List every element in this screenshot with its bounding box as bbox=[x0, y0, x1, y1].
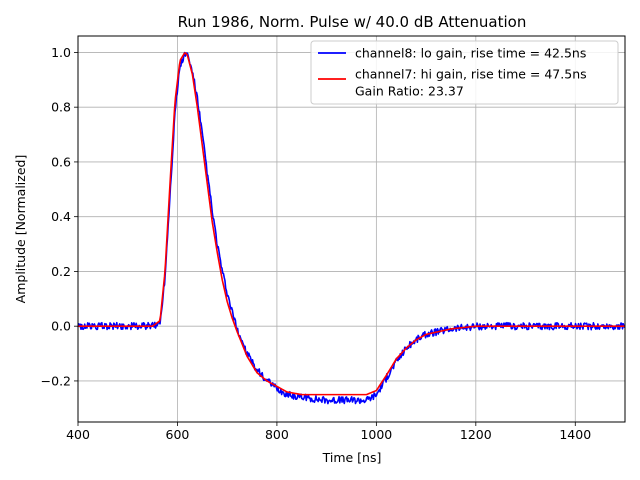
axis-ticks: 400 600 800 1000 1200 1400 −0.2 0.0 0.2 0.4 0.6 0.8… bbox=[41, 45, 592, 442]
y-tick-label: 0.4 bbox=[51, 209, 71, 224]
x-axis-label: Time [ns] bbox=[322, 450, 382, 465]
y-tick-label: 0.6 bbox=[51, 154, 71, 169]
legend: channel8: lo gain, rise time = 42.5ns ch… bbox=[310, 40, 619, 105]
y-axis-label: Amplitude [Normalized] bbox=[13, 155, 28, 304]
x-tick-label: 600 bbox=[166, 427, 190, 442]
grid-lines bbox=[77, 36, 625, 422]
chart-title: Run 1986, Norm. Pulse w/ 40.0 dB Attenua… bbox=[178, 13, 527, 31]
x-tick-label: 800 bbox=[265, 427, 289, 442]
legend-box bbox=[310, 40, 619, 105]
x-tick-label: 400 bbox=[66, 427, 90, 442]
y-tick-label: 1.0 bbox=[51, 45, 71, 60]
series-layer bbox=[77, 51, 626, 405]
legend-gain-ratio: Gain Ratio: 23.37 bbox=[355, 84, 464, 99]
y-tick-label: 0.2 bbox=[51, 264, 71, 279]
legend-label-channel8: channel8: lo gain, rise time = 42.5ns bbox=[355, 46, 586, 61]
x-tick-label: 1200 bbox=[460, 427, 492, 442]
legend-label-channel7: channel7: hi gain, rise time = 47.5ns bbox=[355, 67, 587, 82]
y-tick-label: 0.0 bbox=[51, 319, 71, 334]
series-line-1 bbox=[78, 52, 625, 396]
axes-frame bbox=[77, 35, 626, 423]
x-tick-label: 1000 bbox=[360, 427, 392, 442]
x-tick-label: 1400 bbox=[559, 427, 591, 442]
y-tick-label: 0.8 bbox=[51, 100, 71, 115]
y-tick-label: −0.2 bbox=[41, 373, 71, 388]
